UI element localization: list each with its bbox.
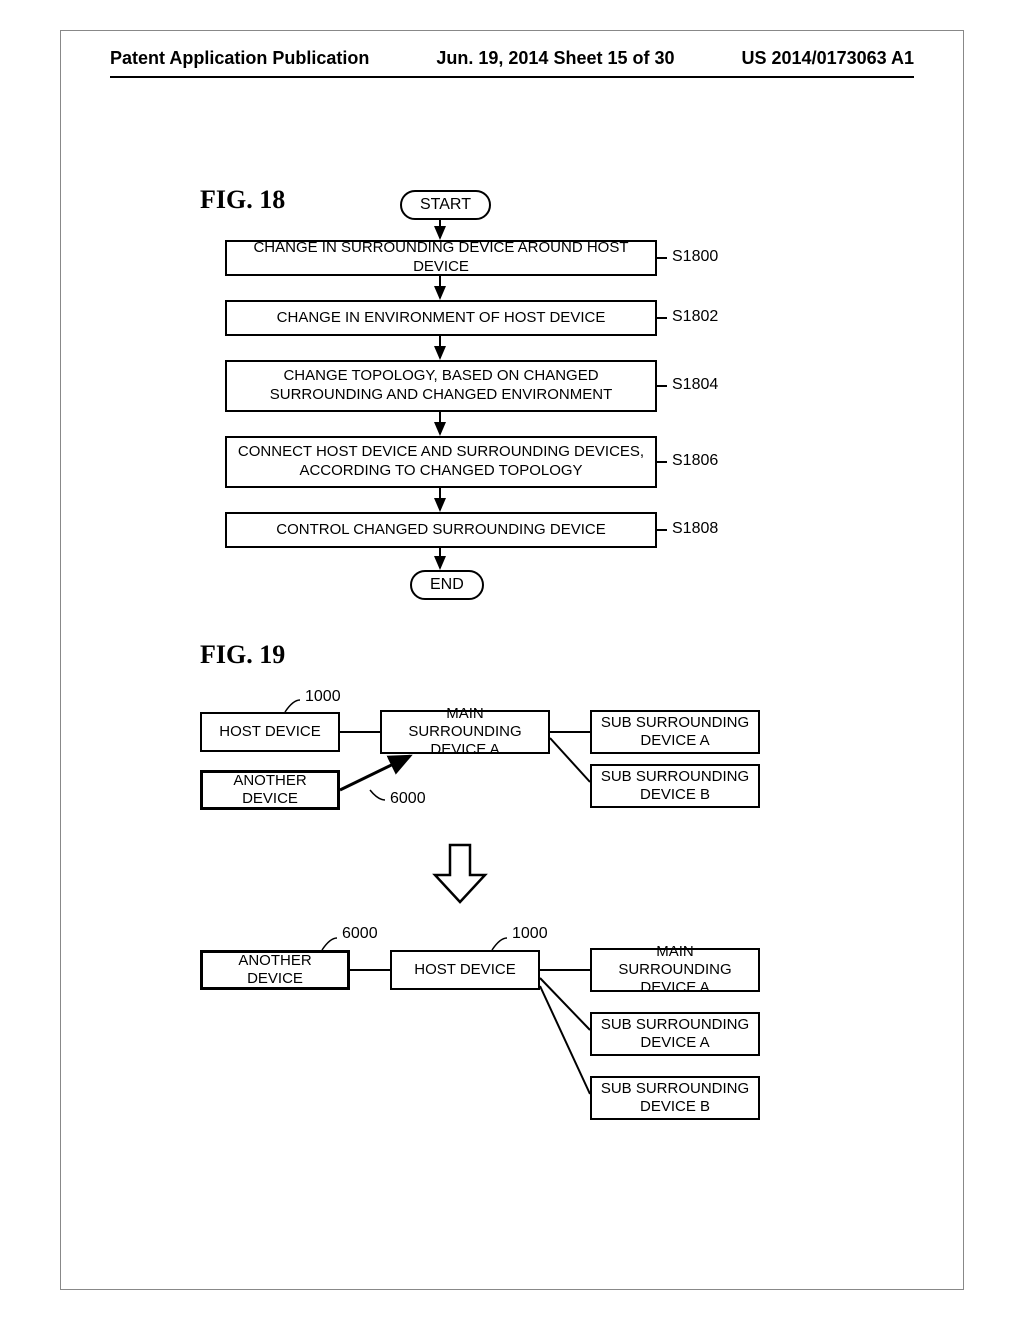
fig19-bot-lines bbox=[0, 0, 1024, 1200]
